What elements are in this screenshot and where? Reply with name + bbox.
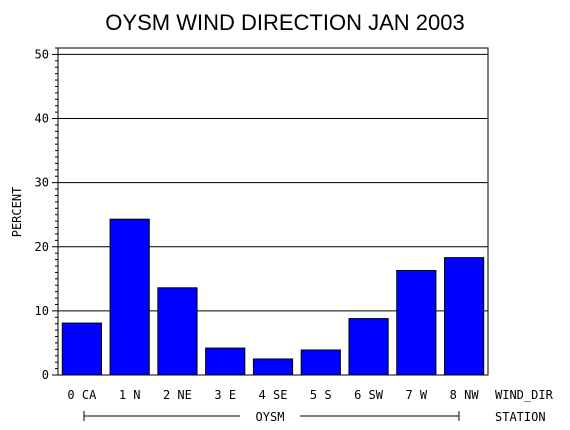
- bar-6: [348, 318, 389, 376]
- bar-2: [157, 287, 198, 376]
- x-tick-label: 6 SW: [354, 388, 384, 402]
- x-tick-label: 8 NW: [450, 388, 480, 402]
- x-tick-label: 0 CA: [67, 388, 97, 402]
- bars: [61, 218, 485, 376]
- y-tick-label: 20: [35, 240, 49, 254]
- y-axis-ticks: 0 10 20 30 40 50: [35, 47, 58, 382]
- x-tick-label: 5 S: [310, 388, 332, 402]
- plot-frame: [57, 47, 489, 376]
- bar-4: [252, 358, 294, 376]
- bar-5: [300, 349, 341, 376]
- y-tick-label: 40: [35, 112, 49, 126]
- bar-1: [109, 218, 150, 376]
- station-axis-label: STATION: [495, 410, 546, 424]
- x-tick-label: 1 N: [119, 388, 141, 402]
- x-tick-label: 7 W: [405, 388, 427, 402]
- x-axis-labels: 0 CA 1 N 2 NE 3 E 4 SE 5 S 6 SW 7 W 8 NW: [67, 388, 479, 402]
- x-axis-label: WIND_DIR: [495, 388, 554, 402]
- y-axis-label: PERCENT: [10, 187, 24, 238]
- bar-0: [61, 322, 102, 376]
- group-label: OYSM: [256, 410, 285, 424]
- x-tick-label: 3 E: [214, 388, 236, 402]
- station-group-bracket: OYSM: [83, 410, 460, 424]
- bar-7: [396, 269, 437, 376]
- y-tick-label: 30: [35, 176, 49, 190]
- bar-3: [205, 347, 246, 376]
- y-tick-label: 10: [35, 304, 49, 318]
- chart-title: OYSM WIND DIRECTION JAN 2003: [105, 10, 464, 35]
- y-tick-label: 0: [42, 368, 49, 382]
- x-tick-label: 2 NE: [163, 388, 192, 402]
- y-tick-label: 50: [35, 47, 49, 61]
- x-tick-label: 4 SE: [259, 388, 288, 402]
- bar-8: [444, 257, 485, 376]
